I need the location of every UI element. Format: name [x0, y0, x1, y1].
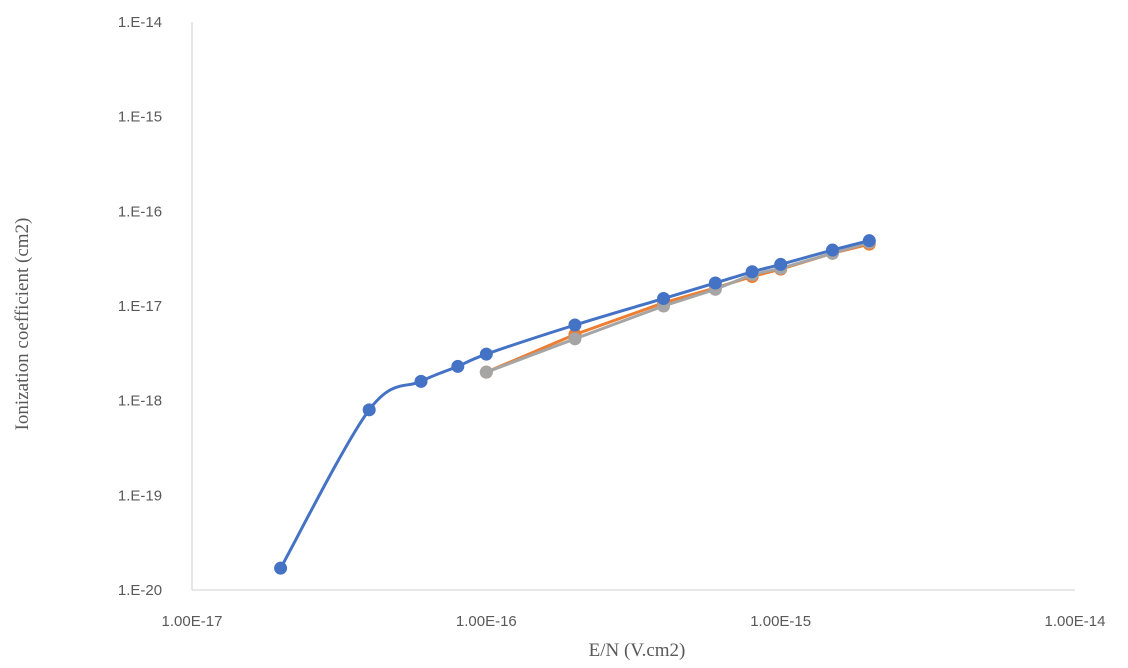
x-axis-title: E/N (V.cm2) [589, 640, 686, 661]
series-1-point [568, 318, 582, 332]
series-1-point [274, 561, 288, 575]
x-tick-label: 1.00E-15 [750, 613, 811, 630]
series-1-point [451, 359, 465, 373]
series-3-point [568, 332, 582, 346]
tick-labels: 1.E-20 1.E-19 1.E-18 1.E-17 1.E-16 1.E-15 1.E-… [118, 14, 1106, 630]
series-2-line [484, 242, 871, 374]
series-1-point [745, 265, 759, 279]
series-1-point [362, 403, 376, 417]
series-1-point [479, 347, 493, 361]
y-tick-label: 1.E-16 [118, 203, 162, 220]
y-axis-title: Ionization coefficient (cm2) [12, 218, 33, 431]
y-tick-label: 1.E-15 [118, 109, 162, 126]
plot-area [274, 234, 876, 575]
series-1-point [825, 243, 839, 257]
series-1-point [708, 276, 722, 290]
series-1-point [414, 374, 428, 388]
x-tick-label: 1.00E-17 [162, 613, 223, 630]
series-1-point [862, 234, 876, 248]
series-1-point [657, 292, 671, 306]
x-tick-label: 1.00E-14 [1045, 613, 1106, 630]
series-3-line [484, 240, 871, 374]
y-tick-label: 1.E-20 [118, 582, 162, 599]
y-tick-label: 1.E-19 [118, 487, 162, 504]
y-tick-label: 1.E-17 [118, 298, 162, 315]
series-1-point [774, 257, 788, 271]
axes [191, 22, 1075, 591]
series-3 [479, 235, 876, 379]
y-tick-label: 1.E-14 [118, 14, 162, 31]
y-tick-label: 1.E-18 [118, 393, 162, 410]
series-3-point [479, 365, 493, 379]
series-1 [274, 234, 876, 575]
x-tick-label: 1.00E-16 [456, 613, 517, 630]
